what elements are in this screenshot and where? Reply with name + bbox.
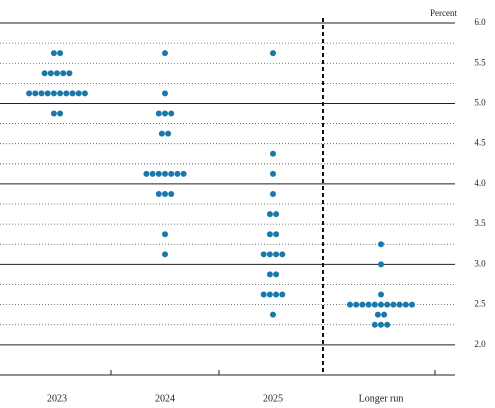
dot <box>396 301 403 308</box>
dot <box>50 110 57 117</box>
dot <box>168 110 175 117</box>
dot <box>165 130 172 137</box>
dot <box>180 170 187 177</box>
dot <box>365 301 372 308</box>
x-tick-label: 2025 <box>263 393 283 404</box>
dot <box>162 190 168 197</box>
dot <box>162 110 168 117</box>
dot <box>378 291 384 298</box>
dot <box>162 50 168 57</box>
dot <box>32 90 39 97</box>
dot <box>155 190 162 197</box>
y-tick-label: 6.0 <box>474 17 486 27</box>
dot <box>279 291 286 298</box>
y-tick-label: 3.5 <box>474 218 486 228</box>
dot <box>409 301 415 308</box>
dot <box>75 90 82 97</box>
dot <box>390 301 397 308</box>
dot <box>155 110 162 117</box>
dot <box>402 301 409 308</box>
dot <box>54 70 60 77</box>
dot <box>359 301 366 308</box>
dot <box>381 311 388 318</box>
dot <box>270 170 276 177</box>
dot <box>270 150 276 157</box>
dot <box>374 311 381 318</box>
dot <box>384 321 391 328</box>
dot <box>273 251 280 258</box>
x-tick-label: Longer run <box>359 393 404 404</box>
dot <box>260 291 267 298</box>
dot <box>378 261 384 268</box>
dot <box>41 70 48 77</box>
dot <box>143 170 150 177</box>
dot <box>38 90 45 97</box>
y-tick-label: 5.0 <box>474 98 486 108</box>
dot <box>266 211 273 218</box>
dot <box>50 50 57 57</box>
dot <box>378 241 384 248</box>
dot <box>347 301 353 308</box>
dot <box>270 190 276 197</box>
dot <box>273 211 280 218</box>
dot <box>378 321 384 328</box>
dot <box>26 90 33 97</box>
dot <box>155 170 162 177</box>
dot <box>57 90 64 97</box>
dot <box>273 291 280 298</box>
dot <box>162 170 168 177</box>
dot <box>69 90 76 97</box>
dot <box>162 251 168 258</box>
dot <box>168 170 175 177</box>
dot <box>371 321 378 328</box>
y-tick-label: 4.0 <box>474 178 486 188</box>
y-tick-label: 4.5 <box>474 138 486 148</box>
dot <box>266 251 273 258</box>
dot <box>273 231 280 238</box>
x-tick-label: 2023 <box>47 393 67 404</box>
dot <box>44 90 51 97</box>
dot <box>174 170 181 177</box>
dot <box>158 130 165 137</box>
dot <box>266 231 273 238</box>
dot <box>371 301 378 308</box>
dot <box>266 271 273 278</box>
x-tick-label: 2024 <box>155 393 175 404</box>
dot <box>162 90 168 97</box>
dot <box>270 311 276 318</box>
dot <box>149 170 156 177</box>
dot <box>81 90 88 97</box>
dot <box>168 190 175 197</box>
axis-label: Percent <box>430 8 457 18</box>
dot <box>279 251 286 258</box>
dot <box>60 70 67 77</box>
dot <box>270 50 276 57</box>
dot <box>50 90 57 97</box>
dot <box>378 301 384 308</box>
dot <box>47 70 54 77</box>
dot <box>57 50 64 57</box>
y-tick-label: 2.5 <box>474 299 486 309</box>
dot <box>353 301 360 308</box>
y-tick-label: 5.5 <box>474 57 486 67</box>
y-tick-label: 3.0 <box>474 258 486 268</box>
dot <box>66 70 73 77</box>
dot <box>162 231 168 238</box>
dot <box>57 110 64 117</box>
y-tick-label: 2.0 <box>474 339 486 349</box>
dot <box>266 291 273 298</box>
dot <box>384 301 391 308</box>
dot <box>63 90 70 97</box>
dot <box>260 251 267 258</box>
dot <box>273 271 280 278</box>
